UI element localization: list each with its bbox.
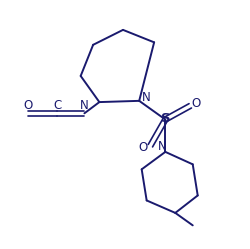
- Text: N: N: [157, 140, 166, 153]
- Text: O: O: [138, 141, 147, 154]
- Text: N: N: [80, 99, 88, 112]
- Text: O: O: [190, 97, 200, 110]
- Text: O: O: [24, 99, 33, 112]
- Text: N: N: [141, 91, 150, 104]
- Text: S: S: [160, 112, 170, 125]
- Text: C: C: [53, 99, 61, 112]
